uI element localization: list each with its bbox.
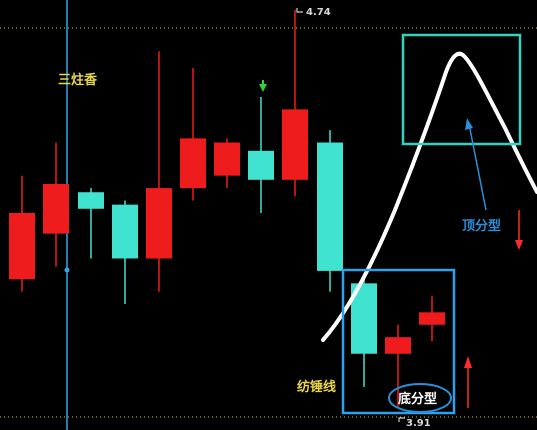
candle-body [248,150,274,180]
low-price-label: 3.91 [406,418,431,429]
bottom-fractal-label: 底分型 [398,391,437,407]
candle-body [9,212,35,280]
candle-body [112,204,138,259]
green-marker-icon [259,84,267,92]
candle-body [43,183,69,234]
hammer-label: 纺锤线 [297,379,336,395]
top-fractal-box [401,33,522,146]
top-fractal-label: 顶分型 [462,218,501,234]
top-fractal-arrow [468,123,487,211]
candle-body [419,312,445,325]
high-price-label: 4.74 [306,7,331,18]
top-fractal-arrow-head [465,118,473,130]
candle-body [180,138,206,189]
candle-body [78,192,104,209]
candle-body [282,109,308,180]
candle-body [317,142,343,271]
bottom-fractal-ellipse [388,383,452,413]
candle-body [214,142,240,176]
hand-drawn-trend-curve [321,51,537,342]
red-up-arrow-head [464,356,472,368]
candle-body [146,188,172,259]
candle-body [385,337,411,354]
red-down-arrow-head [515,240,523,250]
high-price-marker [296,8,303,13]
vertical-cursor-dot [64,267,70,273]
three-incense-label: 三炷香 [58,72,98,88]
bottom-fractal-box [341,268,456,415]
candles-group [9,10,445,408]
low-price-marker [398,417,405,422]
